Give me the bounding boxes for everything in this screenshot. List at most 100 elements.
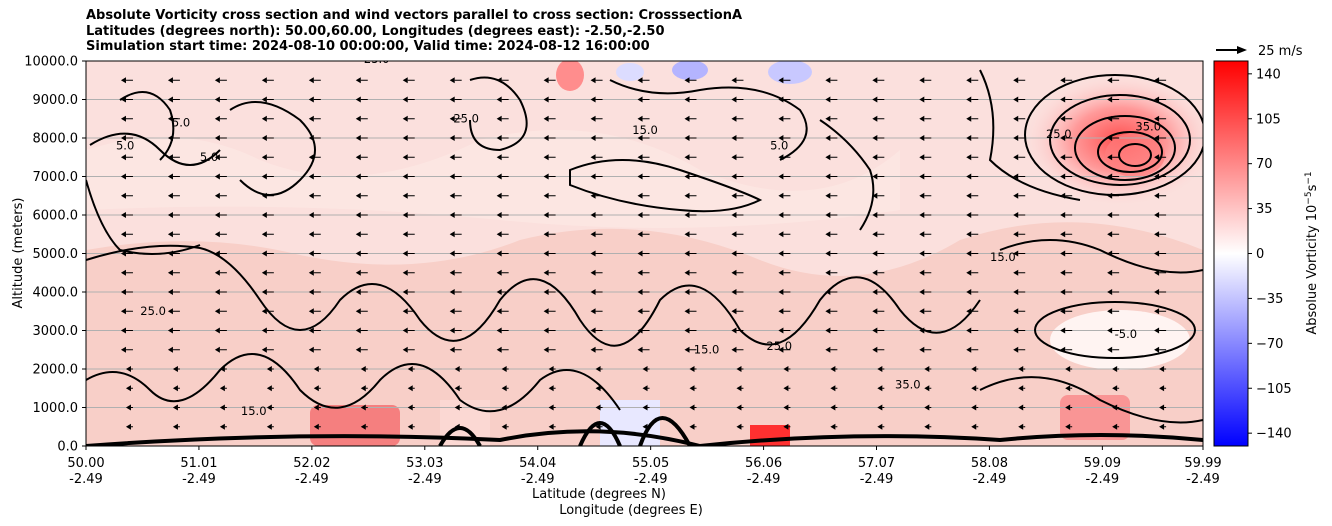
wind-vector-head [1060,77,1066,84]
wind-vector-head [637,212,643,218]
wind-vector-head [261,173,267,180]
contour-label: -5.0 [1115,327,1137,341]
wind-vector-head [266,366,272,372]
wind-vector-head [919,192,925,199]
x-axis-label-lat: Latitude (degrees N) [532,487,666,502]
wind-vector-head [637,231,643,238]
wind-vector-head [1060,327,1066,334]
wind-vector-head [496,154,502,161]
x-tick-lon-label: -2.49 [408,472,442,487]
wind-vector-head [219,366,225,372]
wind-vector-head [1154,327,1160,334]
wind-vector-head [1107,308,1113,315]
wind-vector-head [543,289,549,295]
wind-vector-head [684,154,690,161]
wind-vector-head [1013,231,1019,238]
wind-vector-head [1018,423,1024,430]
wind-vector-head [1013,154,1019,161]
wind-vector-head [449,231,455,238]
contour-line [609,79,808,161]
colorbar-tick-label: −70 [1256,337,1283,352]
wind-vector-head [689,385,695,392]
wind-vector-head [402,173,408,180]
x-axis: 50.00-2.4951.01-2.4952.02-2.4953.03-2.49… [67,446,1222,487]
contour-label: 25.0 [1046,127,1072,141]
wind-vector-head [684,192,690,199]
wind-vector-head [355,289,361,295]
wind-vector-head [167,346,173,353]
wind-vector-head [966,96,972,103]
wind-vector-head [1154,289,1160,295]
contour-line [229,101,316,196]
wind-vector-head [454,385,460,392]
wind-vector-head [919,327,925,334]
wind-vector-head [825,346,831,353]
wind-vector-head [1159,423,1165,430]
wind-vector-head [1060,135,1066,141]
wind-vector-head [1107,346,1113,353]
wind-vector-head [214,231,220,238]
title-line-1: Absolute Vorticity cross section and win… [86,8,743,23]
wind-vector-head [402,212,408,218]
wind-vector-head [1154,231,1160,238]
wind-vector-head [919,308,925,315]
wind-vector-head [590,135,596,141]
wind-vector-head [1018,404,1024,411]
wind-vector-head [783,385,789,392]
wind-vector-head [1060,346,1066,353]
wind-vector-head [308,212,314,218]
wind-vector-head [924,404,930,411]
wind-vector-head [590,173,596,180]
wind-vector-head [1107,192,1113,199]
wind-vector-head [778,231,784,238]
wind-vector-head [731,269,737,276]
wind-vector-head [778,308,784,315]
y-tick-label: 2000.0 [33,363,79,378]
wind-vector-head [74,270,79,276]
x-tick-lat-label: 57.07 [858,456,895,471]
wind-vector-head [1107,250,1113,257]
contour-line [86,244,981,347]
wind-vector-head [214,115,220,122]
y-tick-label: 3000.0 [33,324,79,339]
wind-vector-head [261,77,267,84]
y-axis: 0.0 1000.0 2000.0 3000.0 4000.0 5000.0 6000.0 7… [24,55,86,455]
wind-vector-head [825,154,831,161]
wind-vector-head [219,385,225,392]
wind-vector-head [689,366,695,372]
wind-vector-head [501,423,507,430]
contour-line [1049,94,1191,186]
x-tick-lat-label: 50.00 [67,456,104,471]
wind-vector-head [449,154,455,161]
wind-vector-head [266,404,272,411]
y-tick-label: 4000.0 [33,286,79,301]
quiver-key: 25 m/s [1216,44,1303,59]
wind-vector-head [825,231,831,238]
wind-vector-head [172,404,178,411]
wind-vector-head [308,77,314,84]
wind-vector-head [877,385,883,392]
wind-vector-head [1107,269,1113,276]
wind-vector-head [313,385,319,392]
wind-vector-head [1013,96,1019,103]
wind-vector-head [308,173,314,180]
wind-vector-head [590,115,596,122]
wind-vector-head [543,96,549,103]
wind-vector-head [731,346,737,353]
contour-line [86,429,1203,446]
wind-vector-head [449,192,455,199]
wind-vector-head [1013,135,1019,141]
wind-vector-head [167,269,173,276]
wind-vector-head [590,346,596,353]
y-tick-label: 8000.0 [33,132,79,147]
y-tick-label: 9000.0 [33,93,79,108]
wind-vector-head [736,423,742,430]
wind-vector-head [1112,404,1118,411]
wind-vector-head [590,154,596,161]
wind-vector-head [214,173,220,180]
wind-vector-head [79,385,84,391]
wind-vector-head [684,346,690,353]
wind-vector-head [966,135,972,141]
wind-vector-head [167,96,173,103]
wind-vector-head [684,173,690,180]
